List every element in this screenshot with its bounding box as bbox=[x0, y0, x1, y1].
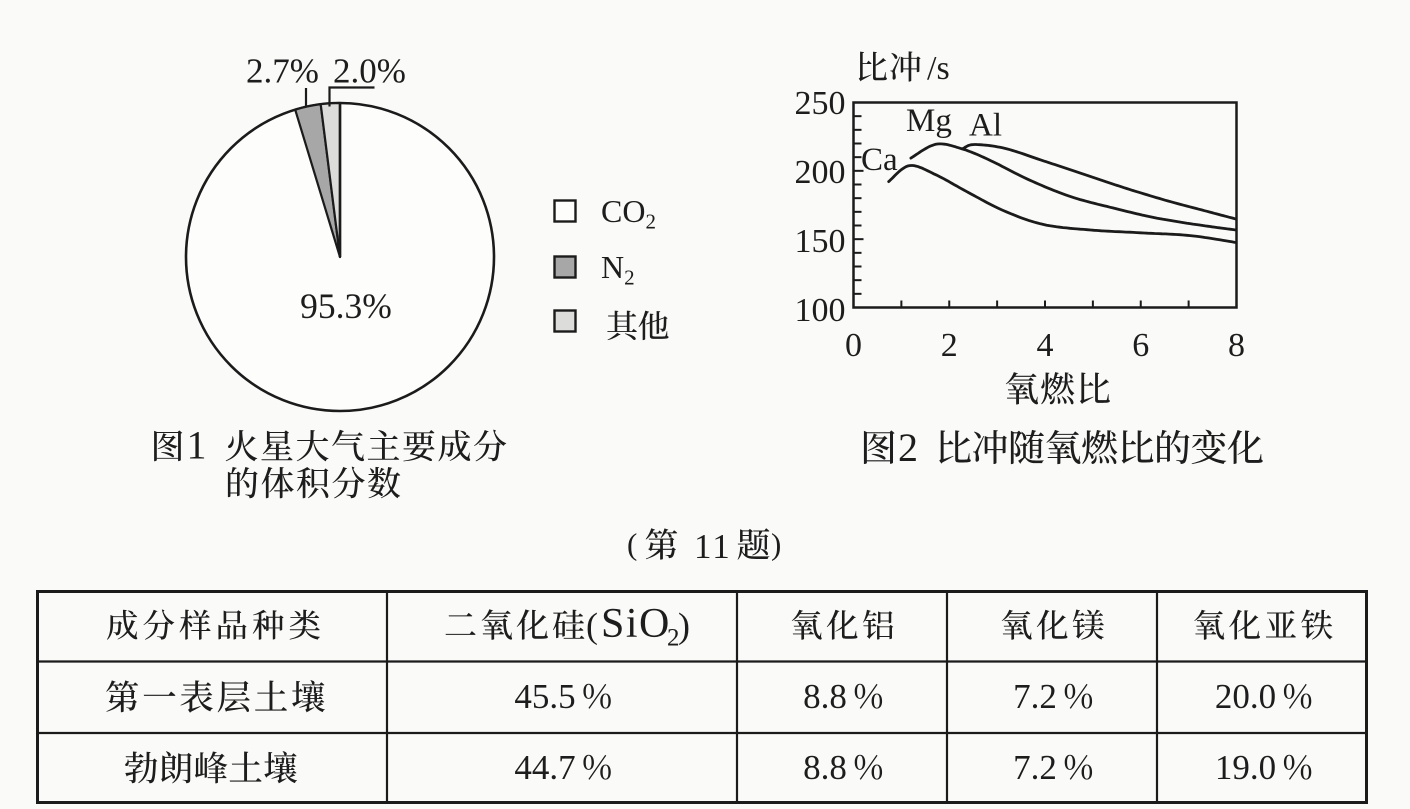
svg-text:0: 0 bbox=[845, 327, 862, 364]
svg-text:2: 2 bbox=[667, 625, 680, 652]
svg-text:150: 150 bbox=[795, 223, 846, 260]
svg-text:20.0: 20.0 bbox=[1215, 677, 1276, 716]
svg-text:7.2: 7.2 bbox=[1013, 677, 1057, 716]
svg-text:45.5: 45.5 bbox=[514, 677, 575, 716]
svg-text:100: 100 bbox=[795, 292, 846, 329]
svg-text:Mg: Mg bbox=[906, 103, 952, 139]
svg-text:44.7: 44.7 bbox=[514, 748, 575, 787]
svg-text:Al: Al bbox=[969, 108, 1002, 144]
svg-text:4: 4 bbox=[1037, 327, 1054, 364]
svg-text:2.7%: 2.7% bbox=[246, 52, 319, 91]
svg-text:7.2: 7.2 bbox=[1013, 748, 1057, 787]
svg-text:19.0: 19.0 bbox=[1215, 748, 1276, 787]
svg-text:Ca: Ca bbox=[861, 142, 898, 178]
svg-text:(: ( bbox=[586, 606, 598, 646]
svg-text:(: ( bbox=[627, 527, 637, 562]
svg-text:95.3%: 95.3% bbox=[300, 286, 392, 326]
svg-text:SiO: SiO bbox=[601, 601, 671, 647]
svg-text:N2: N2 bbox=[601, 249, 635, 290]
svg-text:2: 2 bbox=[898, 425, 918, 470]
svg-text:200: 200 bbox=[795, 154, 846, 191]
svg-text:CO2: CO2 bbox=[601, 193, 656, 234]
svg-text:1: 1 bbox=[187, 423, 207, 468]
svg-text:8: 8 bbox=[1228, 327, 1245, 364]
svg-text:6: 6 bbox=[1132, 327, 1149, 364]
svg-text:): ) bbox=[678, 606, 690, 646]
svg-text:2.0%: 2.0% bbox=[333, 52, 406, 91]
svg-text:250: 250 bbox=[795, 85, 846, 122]
svg-text:2: 2 bbox=[941, 327, 958, 364]
svg-text:/s: /s bbox=[927, 50, 950, 87]
svg-text:8.8: 8.8 bbox=[803, 748, 847, 787]
svg-text:): ) bbox=[771, 527, 781, 562]
svg-text:11: 11 bbox=[694, 527, 732, 566]
svg-text:8.8: 8.8 bbox=[803, 677, 847, 716]
